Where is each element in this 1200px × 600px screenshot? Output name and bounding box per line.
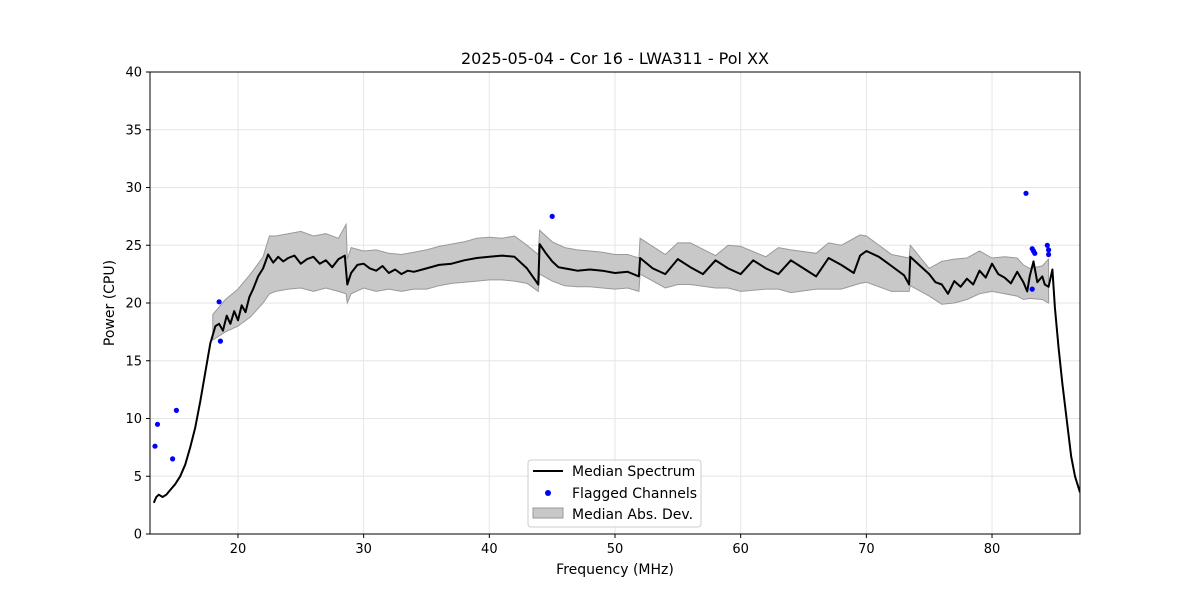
- mad-band-layer: [212, 222, 1050, 341]
- legend-flagged-label: Flagged Channels: [572, 486, 697, 502]
- x-tick-label: 50: [607, 542, 624, 557]
- flagged-channel-point: [1046, 247, 1052, 253]
- flagged-channel-point: [152, 443, 158, 449]
- flagged-channel-point: [217, 338, 223, 344]
- mad-band: [212, 222, 1050, 341]
- flagged-channel-point: [1046, 251, 1052, 258]
- y-axis-ticks: 0 5 10 15 20 25 30 35 40: [125, 66, 150, 543]
- x-tick-label: 60: [732, 542, 749, 557]
- y-tick-label: 35: [125, 123, 142, 138]
- y-tick-label: 25: [125, 239, 142, 254]
- flagged-channel-point: [170, 456, 176, 462]
- x-axis-label: Frequency (MHz): [556, 562, 674, 578]
- y-tick-label: 0: [134, 528, 142, 543]
- x-axis-ticks: 20 30 40 50 60 70 80: [230, 534, 1001, 557]
- legend-mad-patch-swatch: [532, 507, 564, 519]
- flagged-channel-point: [154, 421, 161, 427]
- legend: Median Spectrum Flagged Channels Median …: [527, 459, 702, 528]
- flagged-channel-point: [173, 407, 179, 413]
- x-tick-label: 40: [481, 542, 498, 557]
- x-tick-label: 70: [858, 542, 875, 557]
- flagged-channel-point: [1023, 190, 1029, 196]
- y-axis-label: Power (CPU): [102, 260, 118, 346]
- flagged-channel-point: [1044, 242, 1050, 248]
- legend-median-label: Median Spectrum: [572, 464, 695, 480]
- y-tick-label: 10: [125, 412, 142, 427]
- y-tick-label: 15: [125, 354, 142, 369]
- x-tick-label: 80: [984, 542, 1001, 557]
- median-line-layer: [152, 243, 1080, 504]
- y-tick-label: 20: [125, 297, 142, 312]
- flagged-channel-point: [1029, 286, 1035, 292]
- flagged-channel-point: [216, 299, 222, 305]
- y-tick-label: 5: [134, 470, 142, 485]
- legend-flagged-dot-swatch: [545, 490, 551, 496]
- x-tick-label: 30: [355, 542, 372, 557]
- x-tick-label: 20: [230, 542, 247, 557]
- median-spectrum-line: [152, 243, 1080, 504]
- y-tick-label: 30: [125, 181, 142, 196]
- flagged-channel-point: [1032, 250, 1038, 256]
- y-tick-label: 40: [125, 66, 142, 81]
- chart-title: 2025-05-04 - Cor 16 - LWA311 - Pol XX: [461, 49, 769, 68]
- legend-mad-label: Median Abs. Dev.: [572, 507, 693, 523]
- legend-box: [527, 459, 702, 528]
- flagged-points-layer: [152, 190, 1052, 462]
- flagged-channel-point: [549, 213, 555, 219]
